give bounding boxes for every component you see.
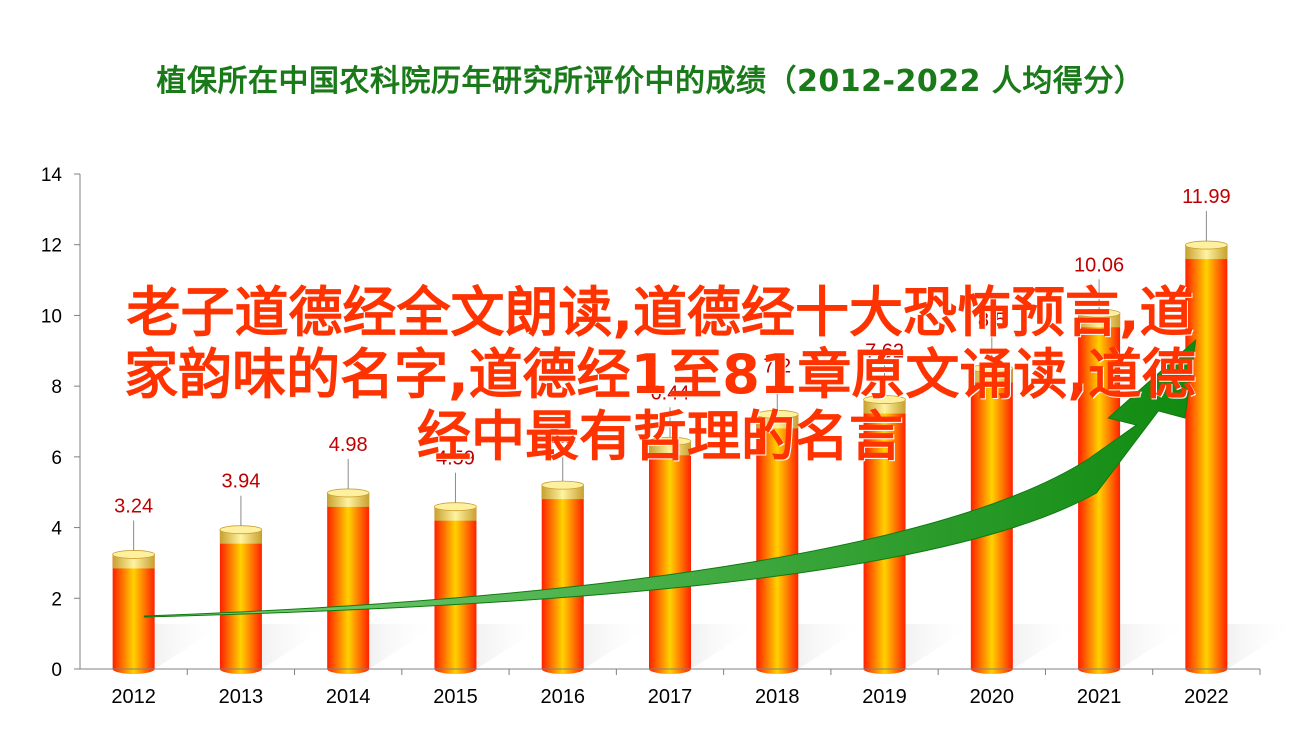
y-tick-label: 6 bbox=[51, 448, 62, 469]
value-label: 11.99 bbox=[1182, 186, 1231, 208]
bar-cap-top bbox=[1184, 240, 1228, 250]
chart-title: 植保所在中国农科院历年研究所评价中的成绩（2012-2022 人均得分） bbox=[156, 64, 1145, 99]
bar bbox=[541, 485, 584, 669]
y-tick-label: 14 bbox=[41, 165, 63, 186]
value-label: 4.98 bbox=[329, 434, 368, 456]
x-tick-label: 2013 bbox=[219, 686, 264, 708]
x-tick-label: 2018 bbox=[755, 686, 800, 708]
y-tick-label: 10 bbox=[41, 306, 62, 327]
overlay-banner-text: 老子道德经全文朗读,道德经十大恐怖预言,道家韵味的名字,道德经1至81章原文诵读… bbox=[124, 281, 1196, 468]
bar bbox=[756, 414, 799, 669]
value-label: 10.06 bbox=[1074, 254, 1124, 276]
x-tick-label: 2012 bbox=[111, 686, 156, 708]
x-tick-label: 2017 bbox=[648, 686, 693, 708]
bar-cap-top bbox=[112, 550, 156, 559]
y-tick-label: 2 bbox=[51, 589, 62, 610]
bar bbox=[434, 506, 477, 669]
y-tick-label: 4 bbox=[51, 519, 62, 540]
bar bbox=[327, 492, 370, 669]
y-tick-label: 12 bbox=[41, 236, 62, 257]
trend-arrow bbox=[143, 338, 1197, 618]
value-label: 4.59 bbox=[436, 448, 475, 470]
bar-cap-top bbox=[541, 480, 585, 490]
x-tick-label: 2020 bbox=[970, 686, 1015, 708]
value-label: 3.94 bbox=[221, 471, 260, 493]
value-label: 6.44 bbox=[651, 382, 690, 404]
bar-cap-top bbox=[434, 502, 477, 512]
value-label: 7.62 bbox=[865, 341, 904, 363]
bar bbox=[1185, 245, 1228, 669]
x-tick-label: 2015 bbox=[433, 686, 478, 708]
x-tick-label: 2016 bbox=[540, 686, 585, 708]
y-tick-label: 0 bbox=[51, 660, 62, 681]
value-label: 8.5 bbox=[978, 309, 1006, 331]
x-tick-label: 2014 bbox=[326, 686, 371, 708]
x-tick-label: 2019 bbox=[862, 686, 907, 708]
x-tick-label: 2021 bbox=[1077, 686, 1122, 708]
y-tick-label: 8 bbox=[51, 377, 62, 398]
value-label: 7.2 bbox=[763, 355, 791, 377]
bar-cap-top bbox=[219, 525, 263, 535]
value-label: 3.24 bbox=[114, 495, 153, 517]
bar bbox=[219, 529, 262, 669]
bar bbox=[112, 554, 155, 669]
bar-cap-top bbox=[326, 488, 370, 498]
value-label: 5.2 bbox=[549, 426, 577, 448]
x-tick-label: 2022 bbox=[1184, 686, 1229, 708]
bar bbox=[649, 441, 691, 669]
